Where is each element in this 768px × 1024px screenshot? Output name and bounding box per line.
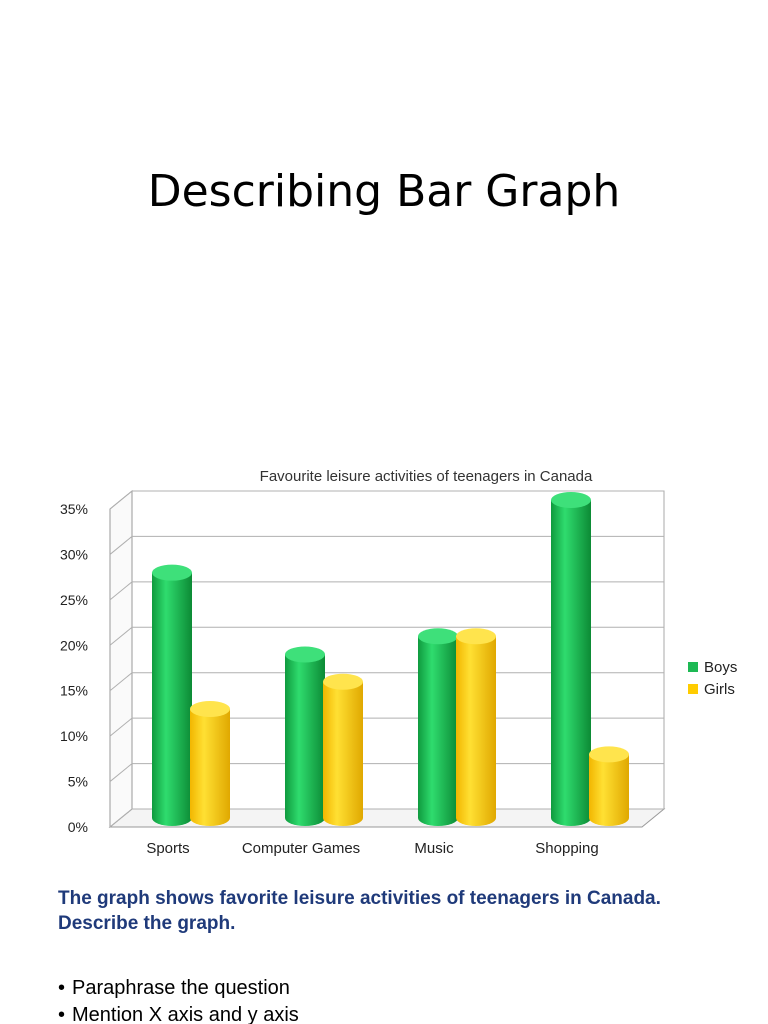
y-tick-label: 0% [68, 819, 88, 835]
bar-body [456, 636, 496, 826]
bar [285, 646, 325, 826]
y-axis-tick-labels: 0% 5% 10% 15% 20% 25% 30% 35% [60, 501, 88, 835]
bar-body [418, 636, 458, 826]
y-tick-label: 5% [68, 774, 88, 790]
x-tick-label: Shopping [535, 840, 598, 857]
bar-top [418, 628, 458, 645]
gridline [109, 535, 664, 555]
y-tick-label: 20% [60, 637, 88, 653]
chart-bars [152, 492, 629, 826]
y-tick-label: 30% [60, 546, 88, 562]
bar [456, 628, 496, 826]
bar [190, 700, 230, 826]
bar [323, 673, 363, 826]
gridline [109, 626, 664, 646]
bar [152, 564, 192, 826]
bullet-item: Mention X axis and y axis [58, 1002, 738, 1024]
chart-title: Favourite leisure activities of teenager… [260, 468, 593, 485]
bar-top [551, 492, 591, 508]
bar-top [323, 673, 363, 690]
bar-body [323, 681, 363, 826]
x-tick-label: Music [414, 840, 454, 857]
y-tick-label: 15% [60, 683, 88, 699]
gridline [109, 581, 664, 601]
bullet-list: Paraphrase the question Mention X axis a… [58, 975, 738, 1024]
bar [551, 492, 591, 826]
bar-body [190, 708, 230, 826]
legend-label: Boys [704, 659, 737, 676]
chart-svg: Favourite leisure activities of teenager… [60, 468, 737, 857]
legend-label: Girls [704, 681, 735, 698]
bar-body [589, 754, 629, 826]
slide-title: Describing Bar Graph [147, 166, 621, 217]
chart-side-wall [109, 489, 133, 829]
x-tick-label: Sports [146, 840, 189, 857]
bar-body [152, 572, 192, 826]
bar-top [589, 746, 629, 763]
bar [589, 746, 629, 826]
chart-frame [108, 489, 666, 829]
legend-swatch [688, 684, 698, 694]
legend-swatch [688, 662, 698, 672]
bar-top [285, 646, 325, 663]
y-tick-label: 35% [60, 501, 88, 517]
y-tick-label: 25% [60, 592, 88, 608]
bar-top [190, 700, 230, 717]
bar-body [285, 654, 325, 826]
x-tick-label: Computer Games [242, 840, 360, 857]
x-axis-tick-labels: Sports Computer Games Music Shopping [146, 840, 598, 857]
y-tick-label: 10% [60, 728, 88, 744]
bar-chart: Favourite leisure activities of teenager… [0, 455, 768, 865]
bar-top [456, 628, 496, 645]
bar [418, 628, 458, 826]
question-prompt: The graph shows favorite leisure activit… [58, 888, 661, 934]
gridline [109, 490, 664, 510]
bullet-item: Paraphrase the question [58, 975, 738, 1002]
chart-legend: Boys Girls [688, 659, 737, 698]
bar-top [152, 564, 192, 581]
bar-body [551, 500, 591, 826]
